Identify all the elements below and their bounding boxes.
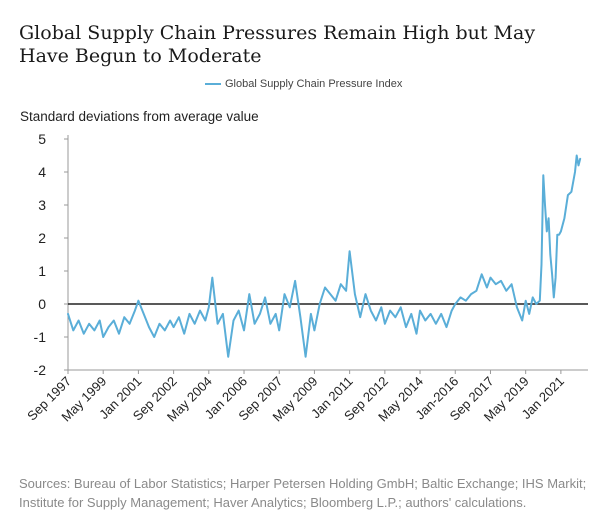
source-note: Sources: Bureau of Labor Statistics; Har… [19,476,587,510]
legend-line-swatch [205,83,221,85]
y-axis-label: Standard deviations from average value [20,109,259,124]
chart-title: Global Supply Chain Pressures Remain Hig… [19,22,536,67]
legend-label: Global Supply Chain Pressure Index [225,78,403,90]
y-tick-label: 5 [38,131,46,147]
y-tick-label: 4 [38,164,46,180]
series-line-gscpi [67,154,582,358]
y-tick-label: 1 [38,263,46,279]
y-tick-label: -1 [34,329,47,345]
y-tick-label: 0 [38,296,46,312]
y-tick-label: 3 [38,197,46,213]
y-tick-label: -2 [34,362,47,378]
y-tick-label: 2 [38,230,46,246]
legend: Global Supply Chain Pressure Index [205,78,402,90]
